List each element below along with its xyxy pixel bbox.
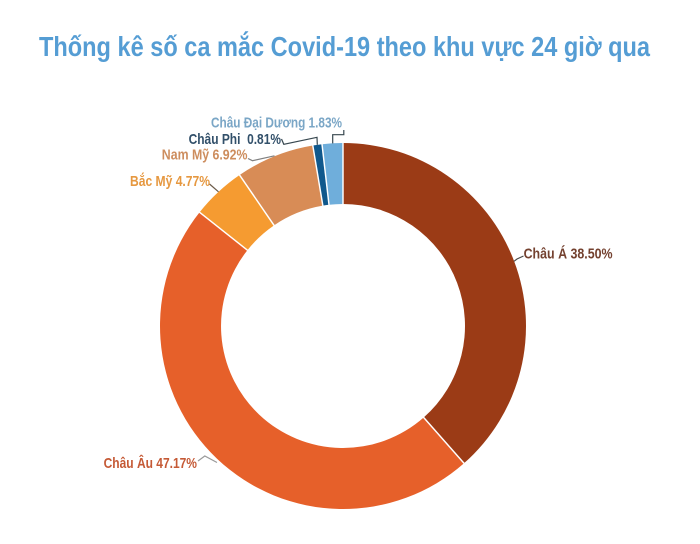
svg-text:Châu Á 38.50%: Châu Á 38.50% (524, 246, 613, 263)
svg-text:Châu Đại Dương 1.83%: Châu Đại Dương 1.83% (211, 115, 342, 132)
svg-text:Bắc Mỹ 4.77%: Bắc Mỹ 4.77% (130, 172, 210, 190)
svg-text:Châu Phi 0.81%: Châu Phi 0.81% (189, 131, 281, 148)
svg-text:Thống kê số ca mắc Covid-19 th: Thống kê số ca mắc Covid-19 theo khu vực… (39, 31, 650, 62)
svg-text:Nam Mỹ 6.92%: Nam Mỹ 6.92% (162, 146, 248, 163)
svg-text:Châu Âu 47.17%: Châu Âu 47.17% (104, 454, 197, 472)
